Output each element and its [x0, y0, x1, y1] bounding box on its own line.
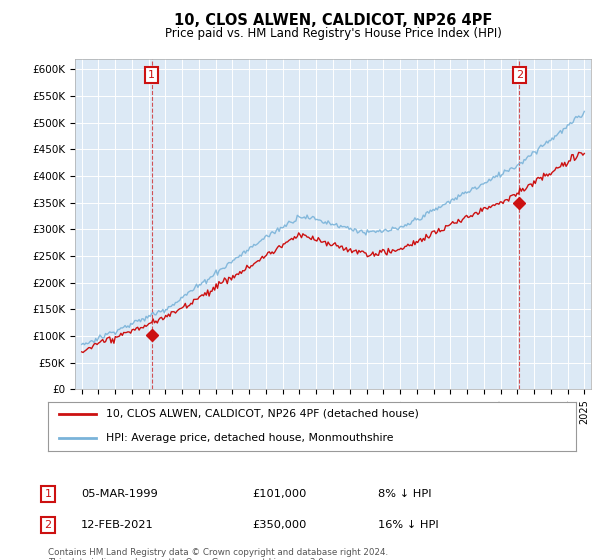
Text: 10, CLOS ALWEN, CALDICOT, NP26 4PF (detached house): 10, CLOS ALWEN, CALDICOT, NP26 4PF (deta…: [106, 409, 419, 419]
Text: Contains HM Land Registry data © Crown copyright and database right 2024.
This d: Contains HM Land Registry data © Crown c…: [48, 548, 388, 560]
Text: 8% ↓ HPI: 8% ↓ HPI: [378, 489, 431, 499]
Text: 10, CLOS ALWEN, CALDICOT, NP26 4PF: 10, CLOS ALWEN, CALDICOT, NP26 4PF: [174, 13, 492, 29]
Text: 1: 1: [148, 70, 155, 80]
Text: £350,000: £350,000: [252, 520, 307, 530]
Text: 05-MAR-1999: 05-MAR-1999: [81, 489, 158, 499]
Text: 2: 2: [516, 70, 523, 80]
Text: HPI: Average price, detached house, Monmouthshire: HPI: Average price, detached house, Monm…: [106, 433, 394, 443]
Text: £101,000: £101,000: [252, 489, 307, 499]
Text: 2: 2: [44, 520, 52, 530]
Text: 12-FEB-2021: 12-FEB-2021: [81, 520, 154, 530]
Text: 1: 1: [44, 489, 52, 499]
Text: Price paid vs. HM Land Registry's House Price Index (HPI): Price paid vs. HM Land Registry's House …: [164, 27, 502, 40]
Text: 16% ↓ HPI: 16% ↓ HPI: [378, 520, 439, 530]
